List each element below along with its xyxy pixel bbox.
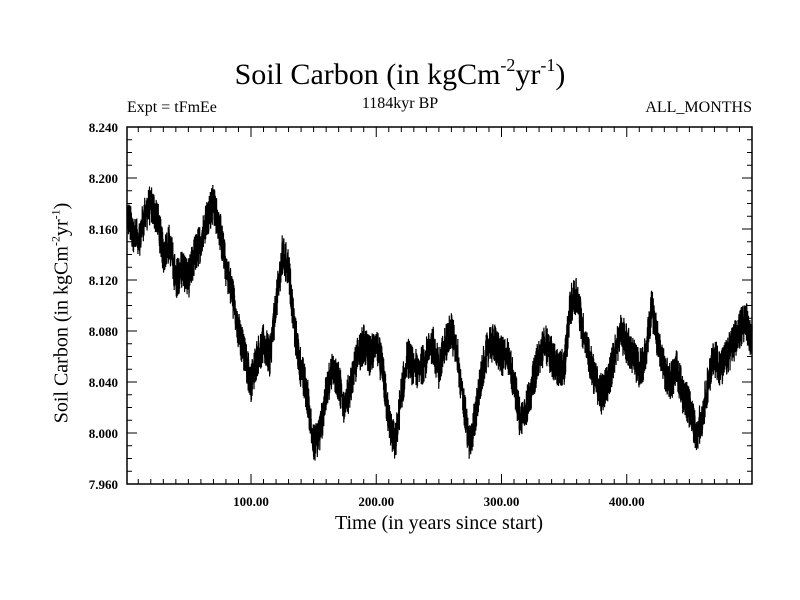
experiment-label: Expt = tFmEe bbox=[127, 99, 217, 116]
y-tick-label: 8.040 bbox=[89, 375, 118, 390]
x-axis-label: Time (in years since start) bbox=[334, 512, 544, 534]
x-tick-label: 200.00 bbox=[358, 494, 394, 509]
y-tick-label: 8.080 bbox=[89, 324, 118, 339]
y-tick-label: 8.120 bbox=[89, 273, 118, 288]
ticks-group: 7.960 8.000 8.040 8.080 8.120 8.160 8.200 8.240… bbox=[89, 120, 753, 509]
plot-frame bbox=[126, 126, 753, 485]
chart-title: Soil Carbon (in kgCm-2yr-1) bbox=[234, 55, 566, 91]
series-group bbox=[126, 184, 753, 461]
x-tick-label: 400.00 bbox=[609, 494, 645, 509]
x-tick-label: 300.00 bbox=[484, 494, 520, 509]
series-line-soil-carbon bbox=[126, 184, 753, 461]
months-label: ALL_MONTHS bbox=[645, 99, 752, 116]
y-tick-label: 8.200 bbox=[89, 171, 118, 186]
y-tick-label: 8.160 bbox=[89, 222, 118, 237]
y-tick-label: 8.000 bbox=[89, 426, 118, 441]
y-tick-label: 8.240 bbox=[89, 120, 118, 135]
x-tick-label: 100.00 bbox=[233, 494, 269, 509]
y-tick-label: 7.960 bbox=[89, 477, 118, 492]
y-axis-label: Soil Carbon (in kgCm-2yr-1) bbox=[48, 202, 73, 424]
period-label: 1184kyr BP bbox=[361, 95, 439, 112]
